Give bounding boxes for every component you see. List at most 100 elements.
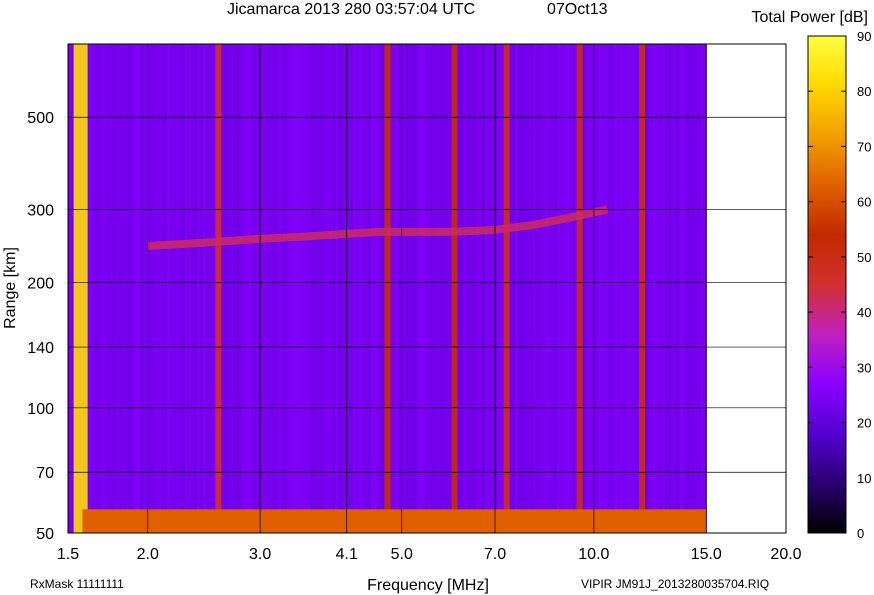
noise-stripe xyxy=(275,44,278,533)
y-axis-ticks: 50 70 100 140 200 300 500 xyxy=(27,110,54,543)
noise-stripe xyxy=(668,44,671,533)
y-axis-label: Range [km] xyxy=(2,247,19,329)
noise-stripe xyxy=(290,44,293,533)
noise-stripe xyxy=(500,44,503,533)
noise-stripe xyxy=(458,44,461,533)
noise-stripe xyxy=(602,44,605,533)
noise-stripe xyxy=(311,44,314,533)
y-tick-label: 140 xyxy=(27,340,54,357)
noise-stripe xyxy=(257,44,260,533)
footer-file: VIPIR JM91J_2013280035704.RIQ xyxy=(581,577,769,591)
noise-stripe xyxy=(353,44,356,533)
noise-stripe xyxy=(338,44,341,533)
colorbar-tick-label: 10 xyxy=(857,471,871,486)
noise-stripe xyxy=(395,44,398,533)
noise-stripe xyxy=(431,44,434,533)
noise-stripe xyxy=(191,44,194,533)
noise-stripe xyxy=(584,44,587,533)
x-tick-label: 20.0 xyxy=(770,546,801,563)
noise-stripe xyxy=(293,44,296,533)
noise-stripe xyxy=(143,44,146,533)
noise-stripe xyxy=(611,44,614,533)
interference-band xyxy=(639,44,646,533)
noise-stripe xyxy=(170,44,173,533)
noise-stripe xyxy=(560,44,563,533)
noise-stripe xyxy=(197,44,200,533)
noise-stripe xyxy=(659,44,662,533)
ground-clutter xyxy=(82,509,707,533)
x-tick-label: 2.0 xyxy=(137,546,159,563)
y-tick-label: 500 xyxy=(27,110,54,127)
noise-stripe xyxy=(107,44,110,533)
noise-stripe xyxy=(314,44,317,533)
noise-stripe xyxy=(404,44,407,533)
noise-stripe xyxy=(425,44,428,533)
noise-stripe xyxy=(671,44,674,533)
noise-stripe xyxy=(173,44,176,533)
noise-stripe xyxy=(551,44,554,533)
noise-stripe xyxy=(224,44,227,533)
interference-band xyxy=(73,44,88,533)
colorbar-tick-label: 0 xyxy=(857,526,864,541)
noise-stripe xyxy=(122,44,125,533)
noise-stripe xyxy=(365,44,368,533)
noise-stripe xyxy=(383,44,386,533)
noise-stripe xyxy=(572,44,575,533)
noise-stripe xyxy=(557,44,560,533)
noise-stripe xyxy=(539,44,542,533)
noise-stripe xyxy=(701,44,704,533)
noise-stripe xyxy=(620,44,623,533)
noise-stripe xyxy=(194,44,197,533)
colorbar-tick-label: 20 xyxy=(857,416,871,431)
y-tick-label: 300 xyxy=(27,202,54,219)
noise-stripe xyxy=(689,44,692,533)
noise-stripe xyxy=(566,44,569,533)
noise-stripe xyxy=(518,44,521,533)
noise-stripe xyxy=(164,44,167,533)
chart-date: 07Oct13 xyxy=(547,1,608,18)
noise-stripe xyxy=(695,44,698,533)
noise-stripe xyxy=(665,44,668,533)
noise-stripe xyxy=(326,44,329,533)
colorbar-ticks: 0 10 20 30 40 50 60 70 80 90 xyxy=(808,29,871,541)
noise-stripe xyxy=(473,44,476,533)
noise-stripe xyxy=(662,44,665,533)
noise-stripe xyxy=(494,44,497,533)
x-axis-label: Frequency [MHz] xyxy=(367,577,489,594)
noise-stripe xyxy=(479,44,482,533)
noise-stripe xyxy=(134,44,137,533)
noise-stripe xyxy=(242,44,245,533)
x-tick-label: 15.0 xyxy=(691,546,722,563)
noise-stripe xyxy=(350,44,353,533)
noise-stripe xyxy=(617,44,620,533)
noise-stripe xyxy=(596,44,599,533)
y-tick-label: 70 xyxy=(36,465,54,482)
noise-stripe xyxy=(437,44,440,533)
noise-stripe xyxy=(110,44,113,533)
colorbar xyxy=(807,35,847,534)
noise-stripe xyxy=(632,44,635,533)
noise-stripe xyxy=(188,44,191,533)
noise-stripe xyxy=(176,44,179,533)
noise-stripe xyxy=(356,44,359,533)
noise-stripe xyxy=(536,44,539,533)
noise-stripe xyxy=(422,44,425,533)
noise-stripe xyxy=(554,44,557,533)
noise-stripe xyxy=(470,44,473,533)
noise-stripe xyxy=(368,44,371,533)
noise-stripe xyxy=(419,44,422,533)
noise-stripe xyxy=(203,44,206,533)
noise-stripe xyxy=(140,44,143,533)
noise-stripe xyxy=(467,44,470,533)
noise-stripe xyxy=(284,44,287,533)
noise-stripe xyxy=(89,44,92,533)
noise-stripe xyxy=(563,44,566,533)
noise-stripe xyxy=(251,44,254,533)
colorbar-tick-label: 50 xyxy=(857,250,871,265)
noise-stripe xyxy=(587,44,590,533)
noise-stripe xyxy=(185,44,188,533)
noise-stripe xyxy=(125,44,128,533)
interference-band xyxy=(451,44,458,533)
noise-stripe xyxy=(590,44,593,533)
